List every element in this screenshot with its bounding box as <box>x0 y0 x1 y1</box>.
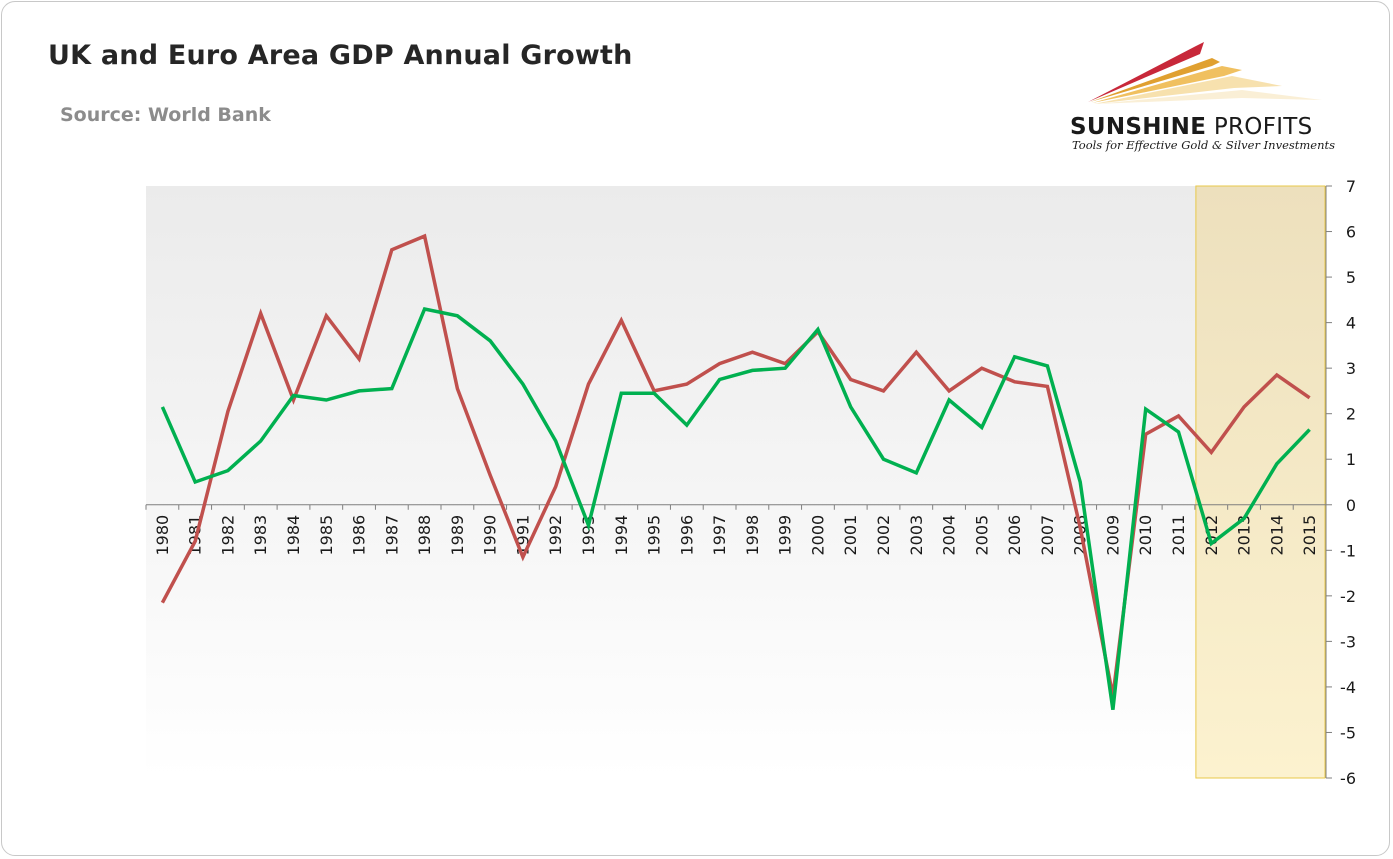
y-tick-label: -4 <box>1340 678 1356 697</box>
y-tick-label: -1 <box>1340 541 1356 560</box>
y-tick-label: -5 <box>1340 723 1356 742</box>
y-tick-label: 1 <box>1346 450 1356 469</box>
x-tick-label: 1993 <box>579 515 598 556</box>
y-tick-label: -6 <box>1340 769 1356 788</box>
highlight-region <box>1195 185 1326 779</box>
y-tick-label: 7 <box>1346 177 1356 196</box>
x-tick-label: 1994 <box>612 515 631 556</box>
x-tick-label: 2007 <box>1038 515 1057 556</box>
x-tick-label: 2014 <box>1267 515 1286 556</box>
y-tick-label: 4 <box>1346 314 1356 333</box>
series-line-euro-area <box>160 306 1311 710</box>
sunburst-icon <box>1088 42 1322 104</box>
x-tick-label: 2000 <box>808 515 827 556</box>
plot-area <box>146 186 1326 778</box>
y-tick-label: -2 <box>1340 587 1356 606</box>
x-tick-label: 1991 <box>513 515 532 556</box>
x-tick-label: 2015 <box>1300 515 1319 556</box>
y-tick-label: 0 <box>1346 496 1356 515</box>
x-tick-label: 1995 <box>645 515 664 556</box>
y-tick-label: 3 <box>1346 359 1356 378</box>
x-tick-label: 2011 <box>1169 515 1188 556</box>
x-tick-label: 1983 <box>251 515 270 556</box>
x-tick-label: 1982 <box>218 515 237 556</box>
x-tick-label: 1986 <box>350 515 369 556</box>
x-tick-label: 2004 <box>940 515 959 556</box>
x-tick-label: 2010 <box>1136 515 1155 556</box>
x-tick-label: 1980 <box>153 515 172 556</box>
x-tick-label: 1997 <box>710 515 729 556</box>
x-tick-label: 1990 <box>481 515 500 556</box>
chart-title: UK and Euro Area GDP Annual Growth <box>48 40 633 71</box>
x-tick-label: 2003 <box>907 515 926 556</box>
x-tick-label: 2005 <box>972 515 991 556</box>
chart-source: Source: World Bank <box>60 104 271 126</box>
x-tick-label: 1999 <box>776 515 795 556</box>
x-tick-label: 1984 <box>284 515 303 556</box>
x-tick-label: 2006 <box>1005 515 1024 556</box>
y-tick-label: 5 <box>1346 268 1356 287</box>
x-tick-label: 2013 <box>1235 515 1254 556</box>
x-tick-label: 1987 <box>382 515 401 556</box>
x-tick-label: 1989 <box>448 515 467 556</box>
logo-tagline: Tools for Effective Gold & Silver Invest… <box>1072 138 1336 152</box>
x-tick-label: 1992 <box>546 515 565 556</box>
x-tick-label: 2001 <box>841 515 860 556</box>
x-tick-label: 2009 <box>1103 515 1122 556</box>
x-tick-label: 1985 <box>317 515 336 556</box>
y-tick-label: -3 <box>1340 632 1356 651</box>
x-tick-label: 2002 <box>874 515 893 556</box>
logo-name: SUNSHINE PROFITS <box>1070 114 1313 140</box>
sunshine-profits-logo: SUNSHINE PROFITS Tools for Effective Gol… <box>1062 40 1362 160</box>
y-tick-label: 6 <box>1346 223 1356 242</box>
x-tick-label: 1996 <box>677 515 696 556</box>
y-tick-label: 2 <box>1346 405 1356 424</box>
x-tick-label: 1998 <box>743 515 762 556</box>
x-tick-label: 1988 <box>415 515 434 556</box>
